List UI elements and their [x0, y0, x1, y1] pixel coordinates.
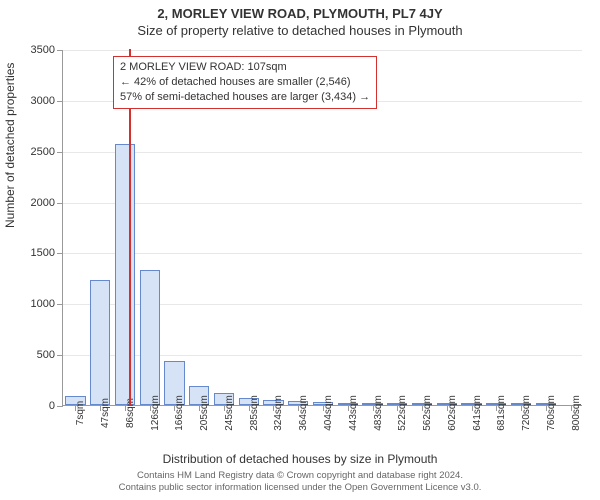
y-tick: [57, 50, 63, 51]
y-tick: [57, 152, 63, 153]
y-tick-label: 3500: [31, 44, 55, 56]
gridline: [63, 152, 582, 153]
y-tick-label: 3000: [31, 95, 55, 107]
annotation-line: ← 42% of detached houses are smaller (2,…: [120, 75, 370, 90]
x-tick-label: 760sqm: [546, 395, 557, 431]
footer-line: Contains public sector information licen…: [0, 482, 600, 494]
y-tick: [57, 203, 63, 204]
gridline: [63, 203, 582, 204]
annotation-line: 57% of semi-detached houses are larger (…: [120, 90, 370, 105]
histogram-bar: [115, 144, 135, 405]
histogram-bar: [90, 280, 110, 405]
footer-line: Contains HM Land Registry data © Crown c…: [0, 470, 600, 482]
y-tick-label: 2000: [31, 197, 55, 209]
x-tick-label: 166sqm: [174, 395, 185, 431]
x-tick-label: 641sqm: [472, 395, 483, 431]
x-tick-label: 681sqm: [496, 395, 507, 431]
x-tick-label: 7sqm: [75, 401, 86, 425]
x-tick-label: 364sqm: [298, 395, 309, 431]
x-tick-label: 720sqm: [521, 395, 532, 431]
y-tick: [57, 304, 63, 305]
gridline: [63, 50, 582, 51]
annotation-line: 2 MORLEY VIEW ROAD: 107sqm: [120, 60, 370, 75]
y-tick-label: 2500: [31, 146, 55, 158]
x-tick-label: 324sqm: [273, 395, 284, 431]
x-tick-label: 800sqm: [571, 395, 582, 431]
y-tick-label: 0: [49, 400, 55, 412]
y-tick-label: 1000: [31, 298, 55, 310]
x-tick-label: 483sqm: [373, 395, 384, 431]
gridline: [63, 253, 582, 254]
x-tick-label: 245sqm: [224, 395, 235, 431]
y-tick: [57, 355, 63, 356]
x-tick-label: 126sqm: [150, 395, 161, 431]
x-tick-label: 562sqm: [422, 395, 433, 431]
annotation-box: 2 MORLEY VIEW ROAD: 107sqm ← 42% of deta…: [113, 56, 377, 109]
x-tick-label: 522sqm: [397, 395, 408, 431]
x-tick-label: 443sqm: [348, 395, 359, 431]
y-axis-title: Number of detached properties: [3, 63, 17, 228]
title-sub: Size of property relative to detached ho…: [0, 21, 600, 38]
histogram-chart: 05001000150020002500300035007sqm47sqm86s…: [62, 50, 582, 406]
title-main: 2, MORLEY VIEW ROAD, PLYMOUTH, PL7 4JY: [0, 0, 600, 21]
y-tick-label: 1500: [31, 247, 55, 259]
x-tick-label: 404sqm: [323, 395, 334, 431]
x-tick-label: 205sqm: [199, 395, 210, 431]
x-tick-label: 47sqm: [100, 398, 111, 428]
x-tick-label: 285sqm: [249, 395, 260, 431]
y-tick: [57, 101, 63, 102]
footer: Contains HM Land Registry data © Crown c…: [0, 470, 600, 495]
histogram-bar: [140, 270, 160, 405]
y-tick: [57, 406, 63, 407]
y-tick: [57, 253, 63, 254]
x-axis-title: Distribution of detached houses by size …: [0, 452, 600, 466]
x-tick-label: 602sqm: [447, 395, 458, 431]
y-tick-label: 500: [37, 349, 55, 361]
